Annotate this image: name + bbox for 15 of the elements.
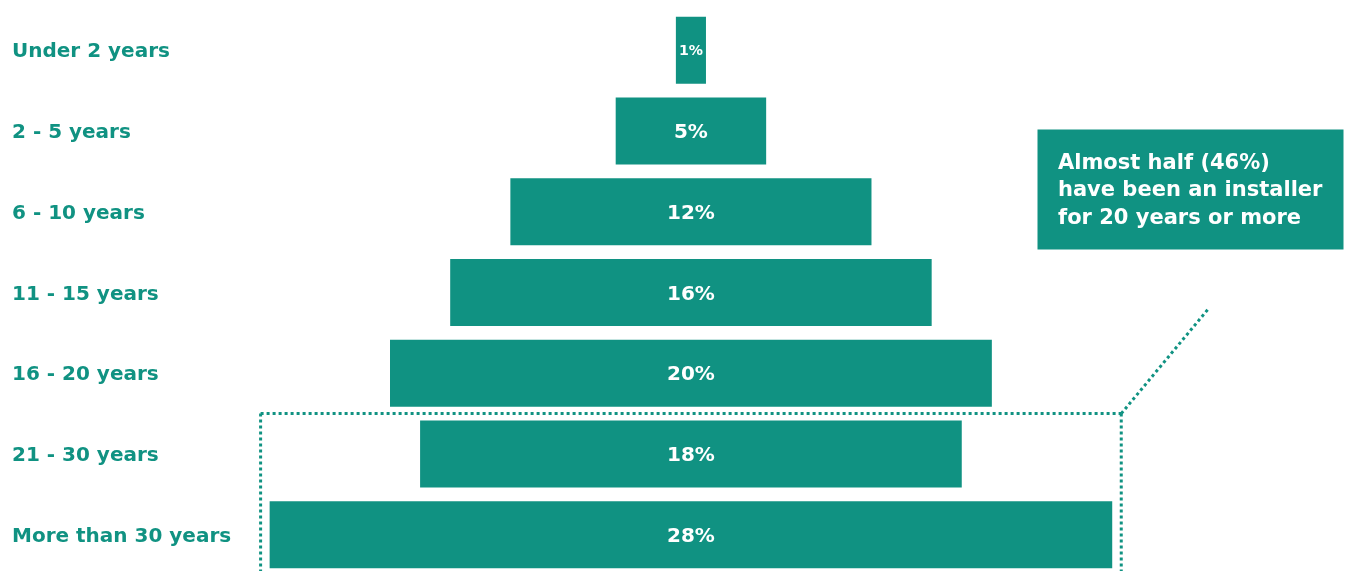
- category-label: 6 - 10 years: [12, 200, 145, 224]
- category-label: 2 - 5 years: [12, 119, 131, 143]
- data-label: 16%: [666, 280, 715, 305]
- data-label: 18%: [666, 441, 715, 466]
- data-label: 1%: [678, 42, 703, 59]
- data-label: 20%: [666, 361, 715, 386]
- data-label: 12%: [666, 199, 715, 224]
- text: Almost half (46%) have been an installer for 20 years or more: [1058, 150, 1324, 229]
- category-label: More than 30 years: [12, 523, 232, 547]
- category-label: 21 - 30 years: [12, 442, 159, 466]
- category-label: Under 2 years: [12, 38, 170, 62]
- category-label: 11 - 15 years: [12, 281, 159, 305]
- category-label: 16 - 20 years: [12, 361, 159, 385]
- data-label: 5%: [673, 119, 708, 144]
- data-label: 28%: [666, 522, 715, 547]
